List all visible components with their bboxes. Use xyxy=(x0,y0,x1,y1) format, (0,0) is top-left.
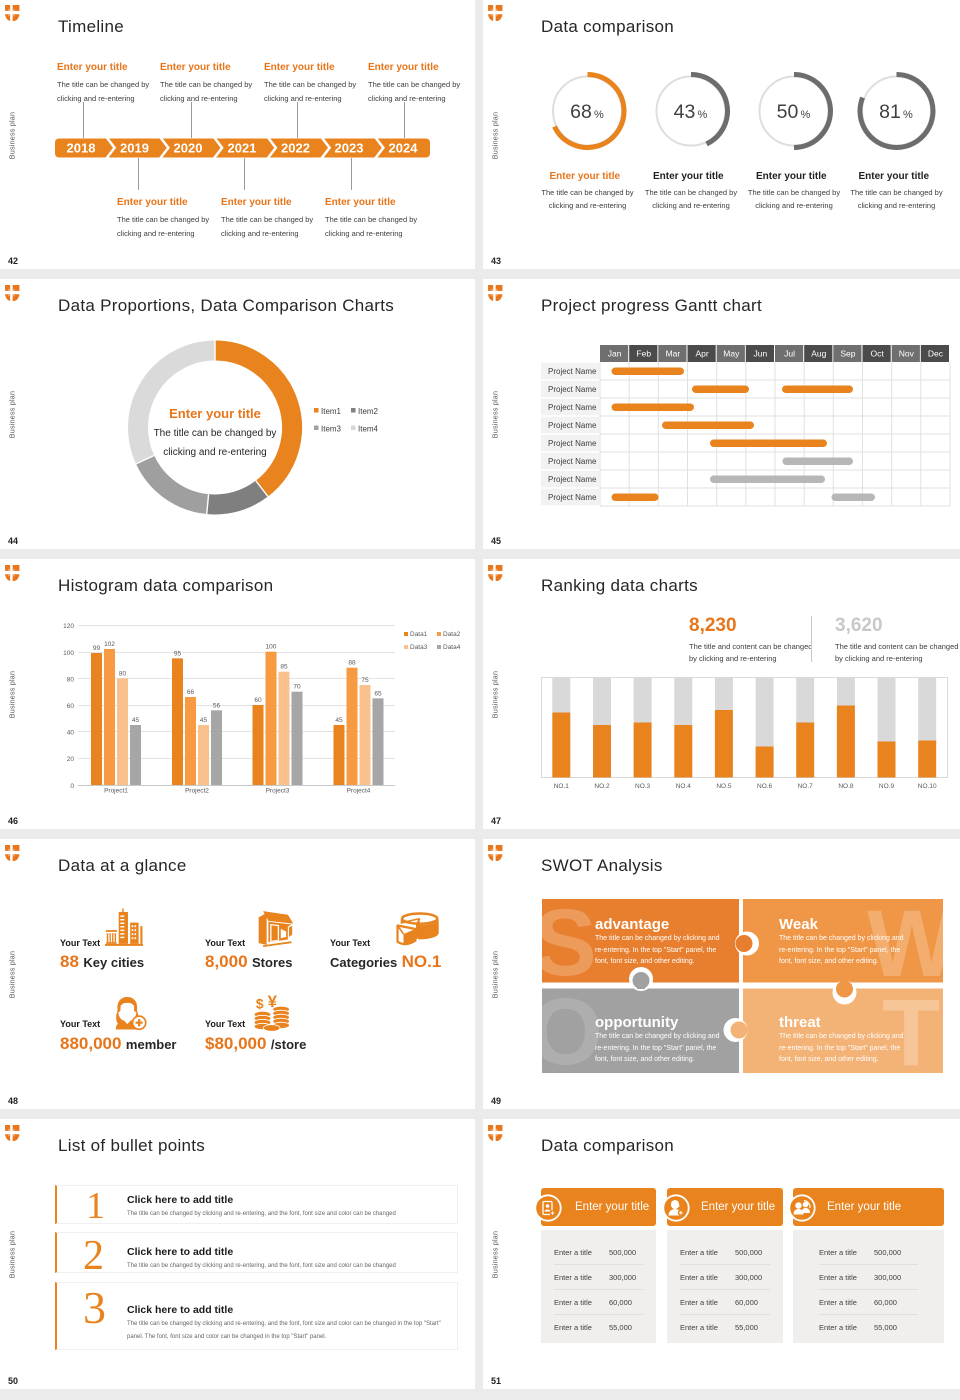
svg-text:NO.8: NO.8 xyxy=(838,783,854,790)
svg-text:2018: 2018 xyxy=(67,141,96,156)
svg-text:S: S xyxy=(533,890,596,996)
svg-text:W: W xyxy=(867,891,957,997)
svg-text:45: 45 xyxy=(335,717,343,724)
svg-text:56: 56 xyxy=(213,702,221,709)
svg-text:0: 0 xyxy=(70,783,74,790)
svg-text:Project3: Project3 xyxy=(266,788,290,795)
svg-text:2024: 2024 xyxy=(389,141,419,156)
svg-text:Project4: Project4 xyxy=(347,788,371,795)
svg-text:45: 45 xyxy=(200,717,208,724)
svg-text:Item1: Item1 xyxy=(321,407,342,416)
svg-text:Jul: Jul xyxy=(784,349,795,359)
svg-text:Item3: Item3 xyxy=(321,425,342,434)
svg-text:¥: ¥ xyxy=(268,994,278,1011)
svg-text:NO.2: NO.2 xyxy=(594,783,610,790)
svg-text:%: % xyxy=(801,109,811,121)
svg-text:Data2: Data2 xyxy=(443,631,461,638)
svg-text:O: O xyxy=(529,979,603,1085)
svg-text:2021: 2021 xyxy=(228,141,257,156)
svg-text:50: 50 xyxy=(777,101,799,123)
svg-text:Mar: Mar xyxy=(666,349,681,359)
svg-text:2023: 2023 xyxy=(335,141,364,156)
svg-text:Item2: Item2 xyxy=(358,407,379,416)
svg-text:Project2: Project2 xyxy=(185,788,209,795)
svg-text:%: % xyxy=(698,109,708,121)
svg-text:NO.3: NO.3 xyxy=(635,783,651,790)
svg-text:81: 81 xyxy=(879,101,901,123)
svg-text:Project Name: Project Name xyxy=(548,475,597,484)
svg-text:80: 80 xyxy=(119,670,127,677)
svg-text:%: % xyxy=(594,109,604,121)
svg-text:68: 68 xyxy=(570,101,592,123)
svg-text:Dec: Dec xyxy=(928,349,944,359)
svg-text:Data4: Data4 xyxy=(443,644,461,651)
svg-text:75: 75 xyxy=(361,677,369,684)
svg-text:Project Name: Project Name xyxy=(548,439,597,448)
svg-text:T: T xyxy=(882,980,940,1086)
svg-text:NO.10: NO.10 xyxy=(918,783,937,790)
svg-text:99: 99 xyxy=(93,645,101,652)
svg-text:NO.7: NO.7 xyxy=(798,783,814,790)
svg-text:Project Name: Project Name xyxy=(548,385,597,394)
svg-text:40: 40 xyxy=(67,730,75,737)
svg-text:66: 66 xyxy=(187,689,195,696)
svg-text:102: 102 xyxy=(104,641,115,648)
svg-text:NO.9: NO.9 xyxy=(879,783,895,790)
svg-text:Project Name: Project Name xyxy=(548,421,597,430)
svg-text:Project Name: Project Name xyxy=(548,403,597,412)
svg-text:60: 60 xyxy=(67,703,75,710)
svg-text:Project Name: Project Name xyxy=(548,367,597,376)
svg-text:120: 120 xyxy=(63,623,74,630)
svg-text:Data1: Data1 xyxy=(410,631,428,638)
svg-text:Oct: Oct xyxy=(870,349,884,359)
svg-text:95: 95 xyxy=(174,650,182,657)
svg-text:60: 60 xyxy=(254,697,262,704)
svg-text:Project1: Project1 xyxy=(104,788,128,795)
svg-text:Project Name: Project Name xyxy=(548,457,597,466)
svg-text:May: May xyxy=(723,349,740,359)
svg-text:Apr: Apr xyxy=(695,349,708,359)
svg-text:85: 85 xyxy=(280,664,288,671)
svg-text:88: 88 xyxy=(348,660,356,667)
svg-text:20: 20 xyxy=(67,756,75,763)
svg-text:Project Name: Project Name xyxy=(548,493,597,502)
svg-text:Feb: Feb xyxy=(636,349,651,359)
svg-text:Jun: Jun xyxy=(754,349,768,359)
svg-text:Sep: Sep xyxy=(840,349,855,359)
svg-text:NO.5: NO.5 xyxy=(716,783,732,790)
svg-text:100: 100 xyxy=(63,650,74,657)
svg-text:80: 80 xyxy=(67,677,75,684)
svg-text:NO.4: NO.4 xyxy=(676,783,692,790)
svg-text:2020: 2020 xyxy=(174,141,203,156)
svg-text:$: $ xyxy=(256,996,264,1012)
svg-text:100: 100 xyxy=(266,644,277,651)
svg-text:45: 45 xyxy=(132,717,140,724)
svg-text:2022: 2022 xyxy=(281,141,310,156)
svg-text:Data3: Data3 xyxy=(410,644,428,651)
svg-text:65: 65 xyxy=(374,690,382,697)
svg-text:NO.6: NO.6 xyxy=(757,783,773,790)
svg-text:NO.1: NO.1 xyxy=(554,783,570,790)
svg-text:2019: 2019 xyxy=(120,141,149,156)
svg-text:70: 70 xyxy=(293,684,301,691)
svg-text:Item4: Item4 xyxy=(358,425,379,434)
svg-text:Nov: Nov xyxy=(899,349,915,359)
svg-text:Jan: Jan xyxy=(608,349,622,359)
svg-text:Aug: Aug xyxy=(811,349,826,359)
svg-text:%: % xyxy=(903,109,913,121)
svg-text:43: 43 xyxy=(674,101,696,123)
